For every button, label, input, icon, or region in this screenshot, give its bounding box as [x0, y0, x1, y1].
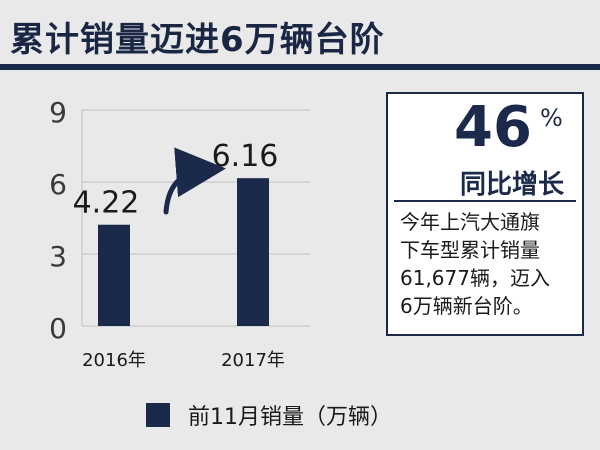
data-label: 4.22: [73, 186, 140, 221]
category-label: 2017年: [221, 350, 285, 371]
description-line: 6万辆新台阶。: [400, 294, 533, 318]
y-tick-label: 3: [49, 240, 67, 273]
page-title: 累计销量迈进6万辆台阶: [10, 20, 385, 60]
data-label: 6.16: [212, 139, 279, 174]
legend-label: 前11月销量（万辆）: [188, 405, 392, 430]
growth-description: 今年上汽大通旗 下车型累计销量 61,677辆，迈入 6万辆新台阶。: [400, 208, 578, 320]
category-label: 2016年: [82, 350, 146, 371]
description-line: 61,677辆，迈入: [400, 266, 550, 290]
chart-legend: 前11月销量（万辆）: [146, 400, 392, 430]
growth-percent: 46: [454, 95, 532, 160]
y-tick-label: 9: [49, 96, 67, 129]
growth-arrow-icon: [163, 147, 226, 215]
description-line: 下车型累计销量: [400, 238, 540, 262]
legend-swatch: [146, 403, 170, 427]
description-line: 今年上汽大通旗: [400, 210, 540, 234]
bar-chart: 0 3 6 9 4.22 2016年 6.16 2017年: [49, 96, 310, 371]
y-tick-label: 0: [49, 312, 67, 345]
y-tick-label: 6: [49, 168, 67, 201]
header: 累计销量迈进6万辆台阶: [0, 0, 600, 64]
growth-percent-unit: %: [540, 104, 563, 132]
bar: [237, 178, 269, 326]
growth-caption: 同比增长: [460, 170, 565, 200]
bar: [98, 224, 130, 326]
header-divider: [0, 64, 600, 70]
card-divider: [394, 200, 576, 202]
growth-stat-card: 46 % 同比增长 今年上汽大通旗 下车型累计销量 61,677辆，迈入 6万辆…: [386, 92, 584, 336]
